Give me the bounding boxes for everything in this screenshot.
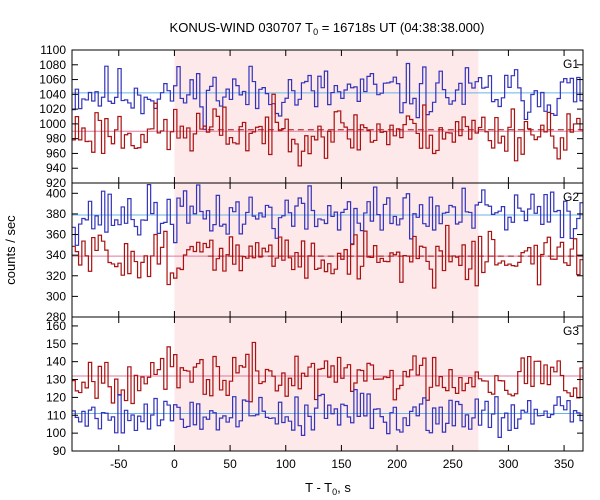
chart-title: KONUS-WIND 030707 T0 = 16718s UT (04:38:… bbox=[170, 20, 485, 37]
y-tick-label-g2-380: 380 bbox=[46, 207, 66, 221]
y-axis-label: counts / sec bbox=[3, 215, 18, 285]
frame-layer: G1 G2 G3 bbox=[71, 49, 584, 452]
lightcurve-g3-red bbox=[72, 341, 583, 405]
x-axis-label: T - T0, s bbox=[305, 480, 351, 497]
y-tick-label-g1-980: 980 bbox=[46, 132, 66, 146]
panel-label-g1: G1 bbox=[563, 57, 579, 71]
y-tick-label-g1-1040: 1040 bbox=[39, 87, 66, 101]
x-tick-label-350: 350 bbox=[554, 457, 574, 471]
x-tick-label-300: 300 bbox=[498, 457, 518, 471]
x-tick-label-150: 150 bbox=[331, 457, 351, 471]
y-tick-label-g1-1020: 1020 bbox=[39, 102, 66, 116]
x-tick-label-100: 100 bbox=[276, 457, 296, 471]
y-tick-label-g3-110: 110 bbox=[47, 408, 66, 422]
burst-interval-shade bbox=[174, 50, 479, 451]
y-tick-label-g3-130: 130 bbox=[46, 373, 66, 387]
panel-label-g2: G2 bbox=[563, 190, 579, 204]
y-tick-label-g2-360: 360 bbox=[46, 228, 66, 242]
x-tick-label--50: -50 bbox=[110, 457, 128, 471]
y-tick-label-g1-940: 940 bbox=[46, 161, 66, 175]
y-tick-label-g1-920: 920 bbox=[46, 176, 66, 190]
y-tick-label-g2-400: 400 bbox=[46, 186, 66, 200]
y-tick-label-g2-300: 300 bbox=[46, 289, 66, 303]
x-tick-label-200: 200 bbox=[387, 457, 407, 471]
y-tick-label-g1-1100: 1100 bbox=[40, 43, 66, 57]
lightcurve-g2-red bbox=[72, 224, 583, 289]
y-tick-label-g3-90: 90 bbox=[53, 444, 67, 458]
tick-layer: 9209409609801000102010401060108011002803… bbox=[39, 43, 583, 471]
x-tick-label-250: 250 bbox=[443, 457, 463, 471]
lightcurve-g1-blue bbox=[72, 62, 583, 130]
y-tick-label-g3-150: 150 bbox=[46, 337, 66, 351]
lightcurve-g1-red bbox=[72, 93, 583, 167]
x-tick-label-0: 0 bbox=[171, 457, 178, 471]
y-tick-label-g3-100: 100 bbox=[46, 426, 66, 440]
y-tick-label-g1-1060: 1060 bbox=[39, 73, 66, 87]
lightcurve-g3-blue bbox=[72, 389, 583, 438]
y-tick-label-g3-140: 140 bbox=[46, 355, 66, 369]
panel-frame-g3 bbox=[71, 316, 584, 452]
lightcurve-g2-blue bbox=[72, 184, 583, 246]
y-tick-label-g2-280: 280 bbox=[46, 310, 66, 324]
y-tick-label-g1-1080: 1080 bbox=[39, 58, 66, 72]
panel-label-g3: G3 bbox=[563, 324, 579, 338]
burst-shaded-region-layer bbox=[174, 50, 479, 451]
y-tick-label-g2-340: 340 bbox=[46, 248, 66, 262]
y-tick-label-g3-120: 120 bbox=[46, 390, 66, 404]
y-tick-label-g1-1000: 1000 bbox=[39, 117, 66, 131]
y-tick-label-g3-160: 160 bbox=[46, 319, 66, 333]
series-layer bbox=[72, 62, 583, 438]
y-tick-label-g1-960: 960 bbox=[46, 146, 66, 160]
y-tick-label-g2-320: 320 bbox=[46, 269, 66, 283]
x-tick-label-50: 50 bbox=[223, 457, 237, 471]
